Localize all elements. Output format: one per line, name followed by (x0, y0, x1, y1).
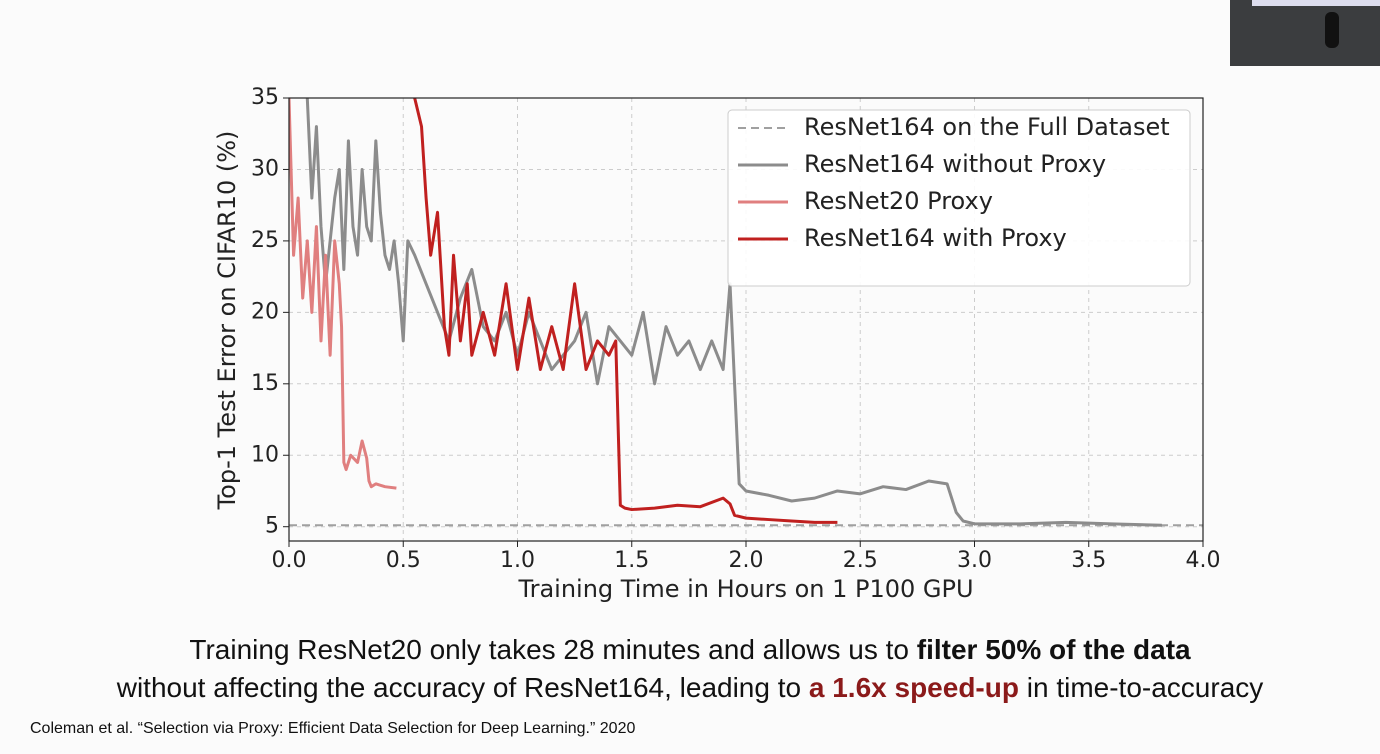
series-line (289, 98, 397, 490)
x-axis-label: Training Time in Hours on 1 P100 GPU (517, 575, 973, 603)
x-tick-label: 0.5 (386, 548, 421, 573)
legend-label: ResNet164 without Proxy (804, 150, 1106, 178)
y-tick-label: 25 (251, 228, 279, 253)
x-tick-label: 2.0 (729, 548, 764, 573)
chart: Training Time in Hours on 1 P100 GPU Top… (213, 85, 1221, 603)
y-tick-label: 35 (251, 85, 279, 110)
x-tick-label: 3.0 (957, 548, 992, 573)
x-tick-label: 0.0 (272, 548, 307, 573)
caption-text: without affecting the accuracy of ResNet… (116, 672, 802, 703)
webcam (1230, 0, 1380, 66)
y-tick-label: 30 (251, 156, 279, 181)
y-axis-label: Top-1 Test Error on CIFAR10 (%) (213, 131, 241, 511)
caption-bold: filter 50% of the data (916, 634, 1191, 665)
legend-label: ResNet164 on the Full Dataset (804, 113, 1170, 141)
legend-label: ResNet164 with Proxy (804, 224, 1067, 252)
plot-frame (288, 97, 1204, 542)
citation: Coleman et al. “Selection via Proxy: Eff… (30, 720, 636, 737)
y-tick-label: 15 (251, 371, 279, 396)
caption-text: Training ResNet20 only takes 28 minutes … (189, 634, 909, 665)
y-tick-label: 5 (265, 514, 279, 539)
caption-line: Training ResNet20 only takes 28 minutes … (0, 634, 1380, 666)
caption-line: without affecting the accuracy of ResNet… (0, 672, 1380, 704)
x-tick-label: 1.5 (614, 548, 649, 573)
x-tick-label: 2.5 (843, 548, 878, 573)
caption-highlight: a 1.6x speed-up (808, 672, 1019, 703)
x-tick-label: 4.0 (1186, 548, 1221, 573)
legend-box (727, 109, 1191, 287)
x-tick-label: 3.5 (1071, 548, 1106, 573)
series-line (305, 98, 1162, 527)
x-tick-label: 1.0 (500, 548, 535, 573)
y-tick-label: 20 (251, 299, 279, 324)
legend-label: ResNet20 Proxy (804, 187, 993, 215)
y-tick-label: 10 (251, 442, 279, 467)
series-line (413, 98, 838, 524)
caption-text: in time-to-accuracy (1026, 672, 1264, 703)
